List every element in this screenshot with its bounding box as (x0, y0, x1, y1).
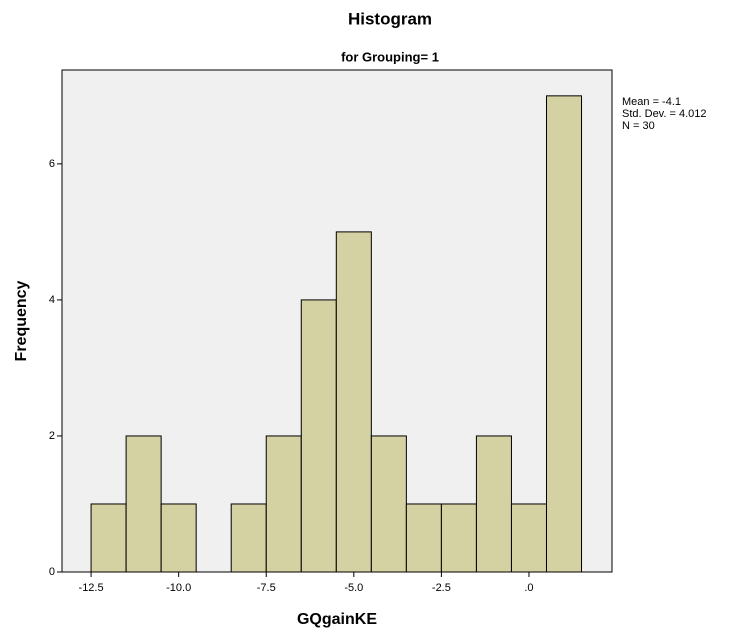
bar (546, 96, 581, 572)
x-axis-title: GQgainKE (297, 611, 377, 628)
x-tick-label: -7.5 (257, 582, 276, 594)
y-tick-label: 4 (49, 294, 55, 306)
chart-title: Histogram (348, 9, 432, 28)
bar (371, 436, 406, 572)
y-tick-label: 2 (49, 430, 55, 442)
bar (301, 300, 336, 572)
x-tick-label: -12.5 (79, 582, 104, 594)
bar (126, 436, 161, 572)
bar (511, 504, 546, 572)
y-tick-label: 0 (49, 566, 55, 578)
x-tick-label: -5.0 (344, 582, 363, 594)
bar (161, 504, 196, 572)
y-axis-title: Frequency (13, 280, 30, 361)
stat-note: Std. Dev. = 4.012 (622, 108, 707, 120)
x-tick-label: -10.0 (166, 582, 191, 594)
chart-subtitle: for Grouping= 1 (341, 49, 439, 64)
stat-note: N = 30 (622, 120, 655, 132)
x-tick-label: .0 (524, 582, 533, 594)
x-tick-label: -2.5 (432, 582, 451, 594)
bar (336, 232, 371, 572)
y-tick-label: 6 (49, 158, 55, 170)
bar (476, 436, 511, 572)
bar (231, 504, 266, 572)
bar (441, 504, 476, 572)
stat-note: Mean = -4.1 (622, 96, 681, 108)
bar (406, 504, 441, 572)
chart: Histogram for Grouping= 1 GQgainKE Frequ… (0, 0, 734, 635)
bar (266, 436, 301, 572)
bar (91, 504, 126, 572)
